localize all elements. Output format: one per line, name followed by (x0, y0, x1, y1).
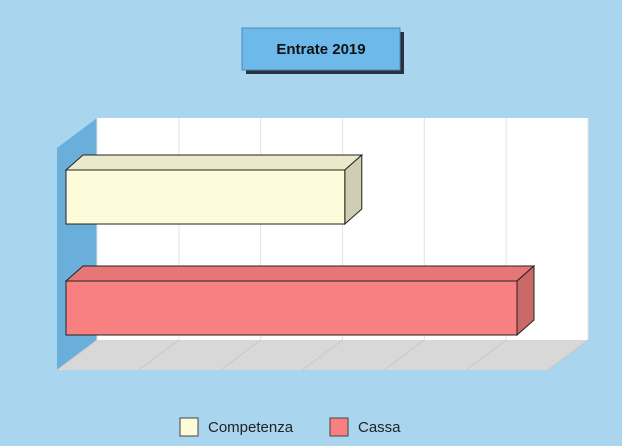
floor-grid-line (465, 339, 507, 371)
title-box (241, 27, 401, 71)
floor-grid-line (302, 339, 343, 371)
bar-top (64, 265, 536, 282)
floor-grid-line (547, 339, 589, 371)
floor-grid-line (220, 339, 261, 371)
floor-grid-line (384, 339, 425, 371)
floor-grid-line (56, 339, 98, 371)
bar (65, 280, 518, 336)
legend-label: Cassa (358, 419, 401, 436)
floor-grid-line (138, 339, 180, 371)
bar (65, 169, 346, 225)
legend-label: Competenza (208, 419, 294, 436)
legend-swatch (329, 417, 349, 437)
bar-top (64, 154, 364, 171)
legend-swatch (179, 417, 199, 437)
chart-title: Entrate 2019 (276, 41, 365, 58)
